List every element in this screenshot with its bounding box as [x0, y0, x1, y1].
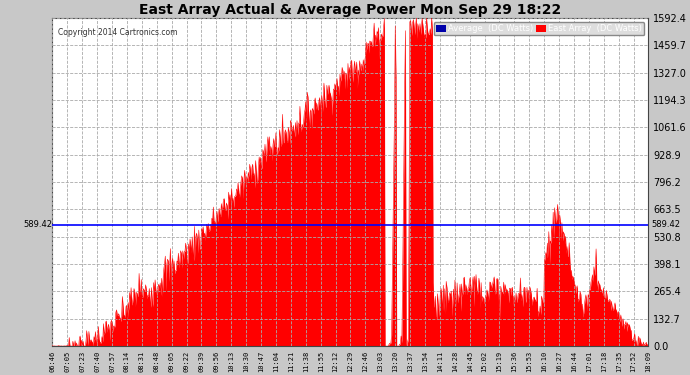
Text: 589.42: 589.42 — [23, 220, 52, 229]
Text: Copyright 2014 Cartronics.com: Copyright 2014 Cartronics.com — [59, 28, 178, 37]
Legend: Average  (DC Watts), East Array  (DC Watts): Average (DC Watts), East Array (DC Watts… — [433, 22, 644, 35]
Text: 589.42: 589.42 — [651, 220, 680, 229]
Title: East Array Actual & Average Power Mon Sep 29 18:22: East Array Actual & Average Power Mon Se… — [139, 3, 562, 17]
